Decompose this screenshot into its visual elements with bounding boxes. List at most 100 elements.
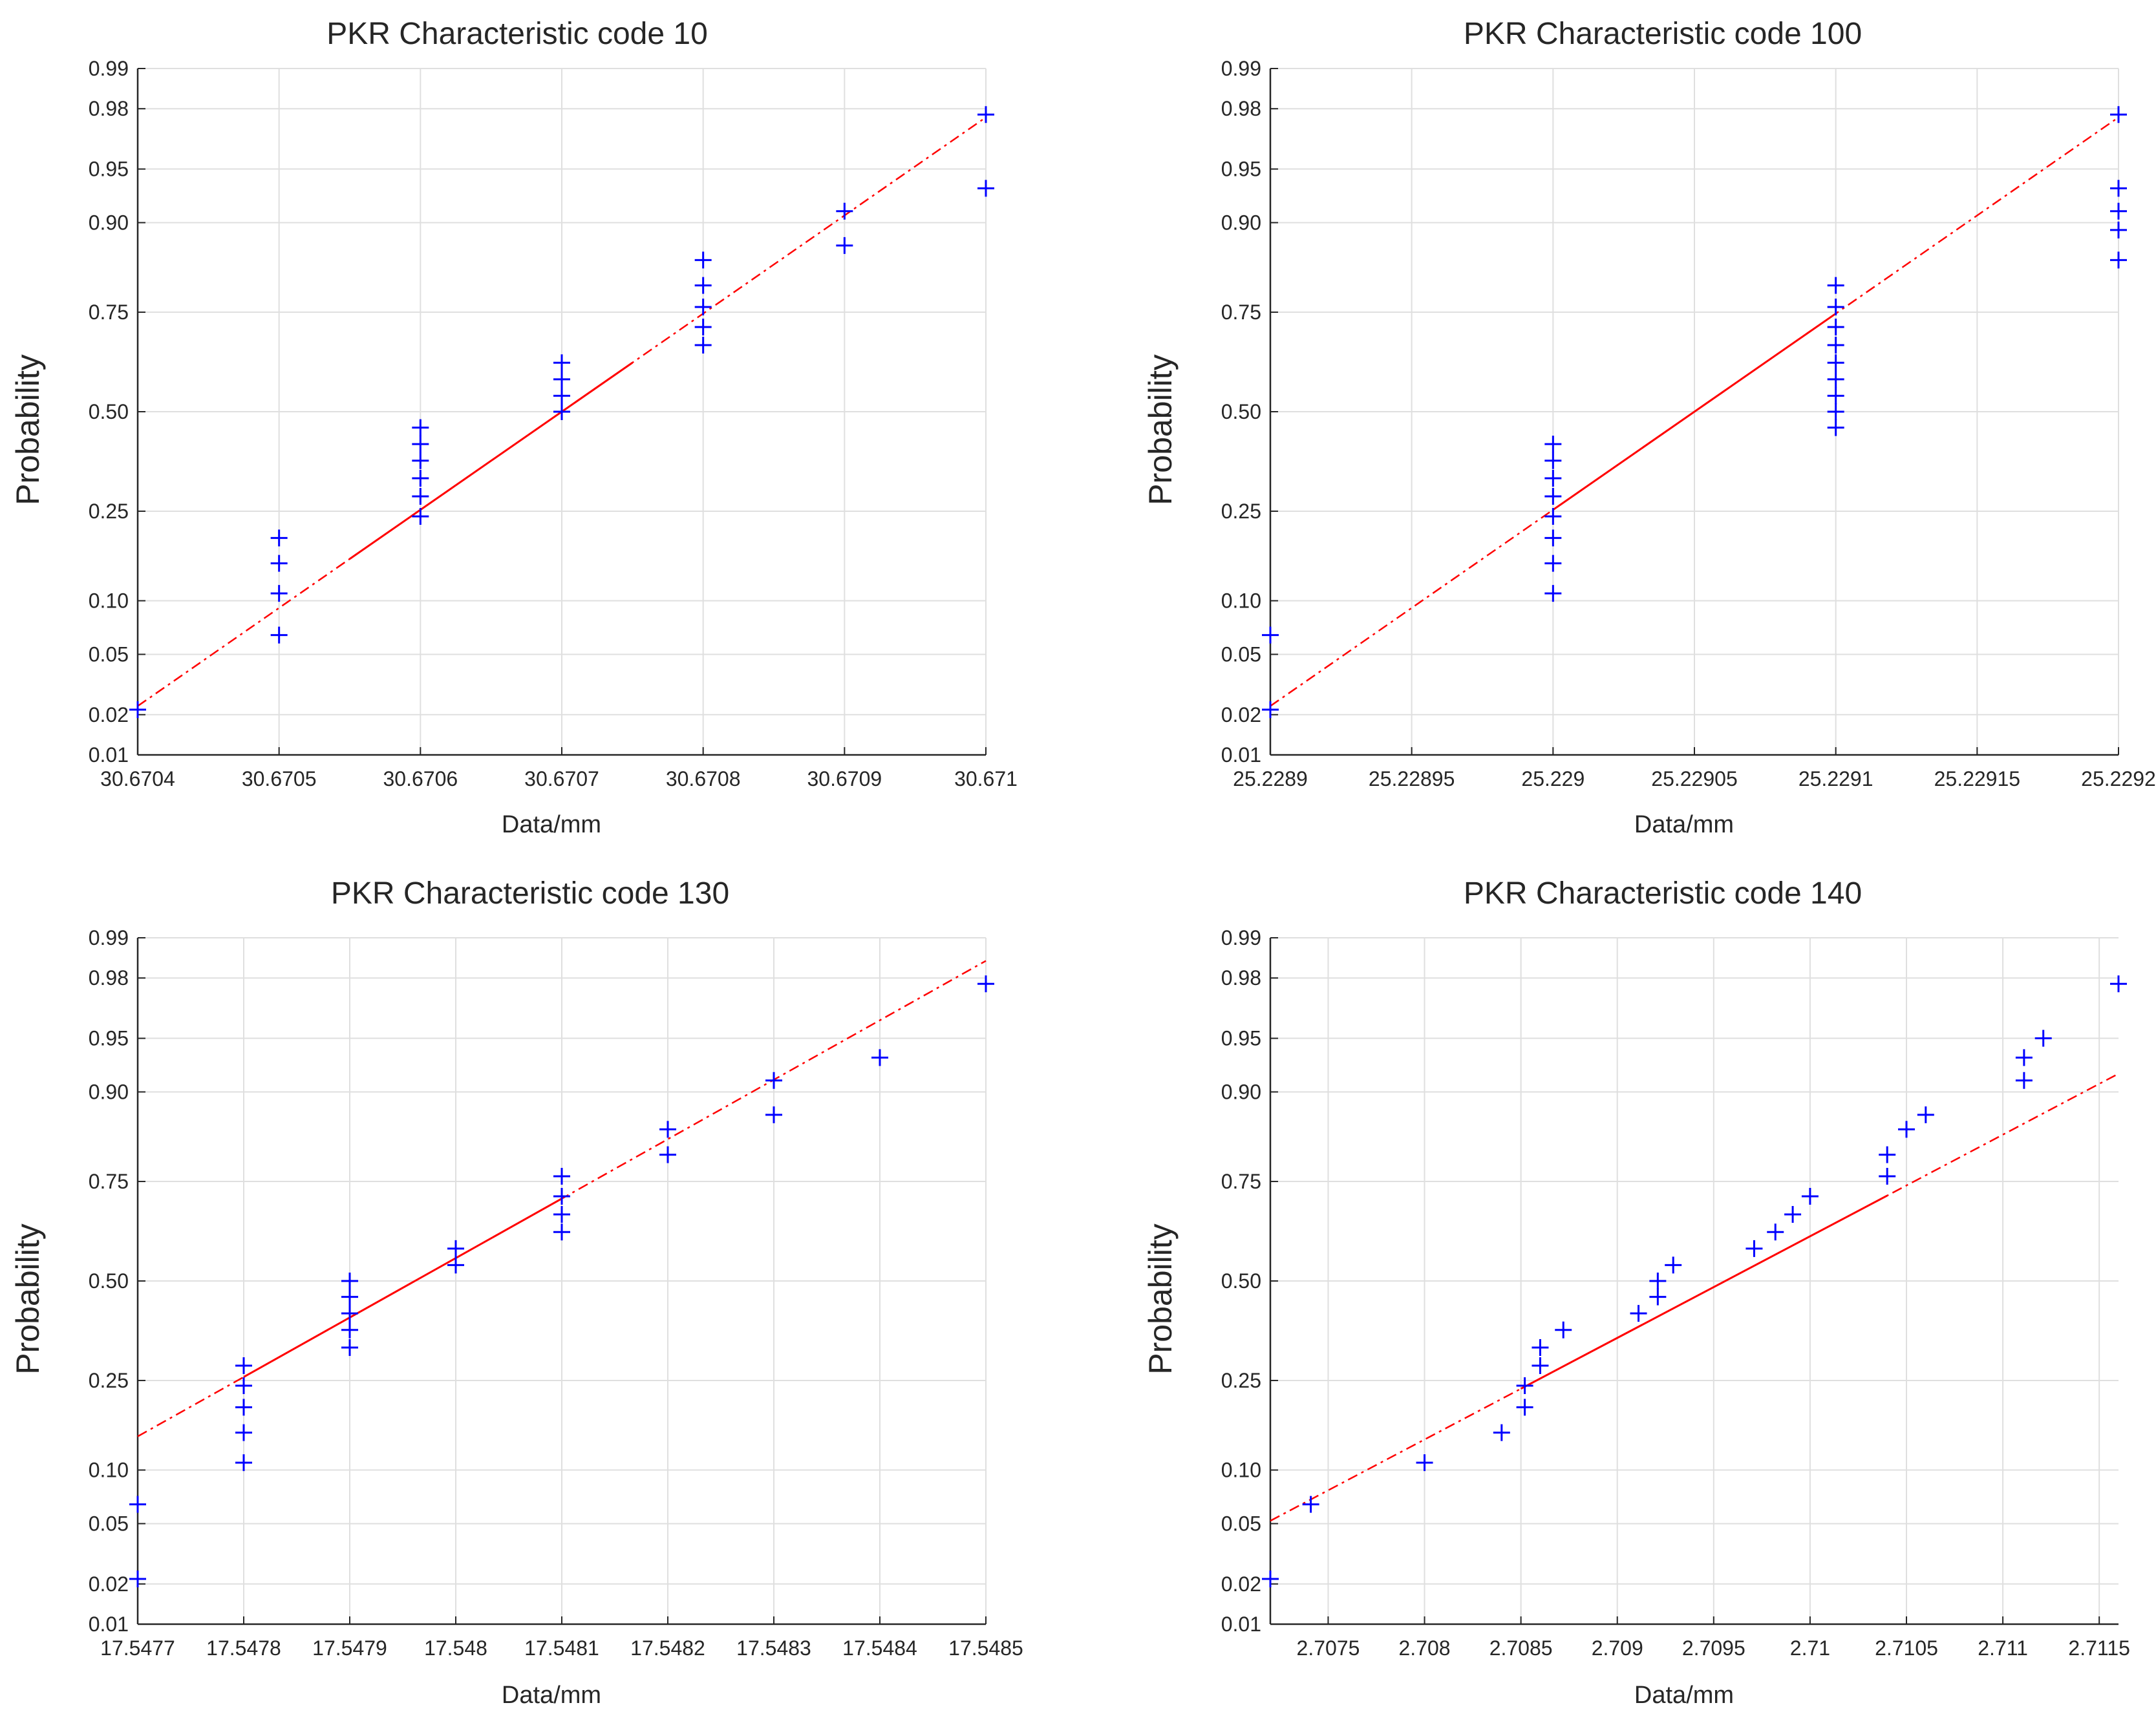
data-point	[694, 299, 712, 316]
y-axis-label: Probability	[1142, 1223, 1179, 1374]
x-tick-label: 25.2289	[1233, 767, 1308, 790]
chart-title: PKR Characteristic code 140	[1464, 876, 1862, 911]
data-point	[2034, 1030, 2052, 1047]
x-axis-label: Data/mm	[1634, 811, 1734, 838]
data-point	[553, 370, 570, 388]
x-tick-label: 30.6705	[242, 767, 317, 790]
data-point	[341, 1305, 358, 1322]
data-point	[1879, 1168, 1896, 1185]
data-point	[1649, 1288, 1667, 1306]
data-point	[1630, 1305, 1647, 1322]
y-axis-label: Probability	[1142, 354, 1179, 505]
reference-line-solid	[243, 1198, 562, 1378]
data-point	[871, 1049, 888, 1066]
data-point	[1544, 488, 1562, 505]
data-point	[341, 1338, 358, 1356]
x-tick-label: 2.7085	[1489, 1636, 1553, 1660]
x-tick-label: 2.71	[1790, 1636, 1830, 1660]
reference-line-dashdot	[1270, 1073, 2119, 1522]
x-tick-label: 17.5478	[206, 1636, 281, 1660]
x-tick-label: 2.7115	[2068, 1636, 2130, 1660]
data-point	[836, 237, 853, 254]
data-point	[1827, 419, 1844, 436]
data-point	[341, 1321, 358, 1338]
data-point	[694, 251, 712, 269]
y-tick-label: 0.95	[1221, 158, 1261, 181]
data-point	[836, 202, 853, 220]
y-tick-label: 0.99	[89, 926, 129, 949]
y-tick-label: 0.10	[1221, 589, 1261, 613]
data-point	[412, 507, 429, 525]
y-tick-label: 0.05	[1221, 1512, 1261, 1535]
data-point	[659, 1146, 676, 1163]
x-tick-label: 25.229	[1521, 767, 1585, 790]
data-point	[553, 1187, 570, 1205]
data-point	[694, 337, 712, 354]
data-point	[235, 1424, 252, 1441]
y-tick-label: 0.75	[89, 1170, 129, 1193]
x-tick-label: 2.7105	[1875, 1636, 1938, 1660]
x-tick-label: 17.5484	[842, 1636, 917, 1660]
y-tick-label: 0.50	[1221, 400, 1261, 423]
data-point	[1898, 1121, 1915, 1138]
data-point	[412, 469, 429, 487]
y-tick-label: 0.01	[89, 743, 129, 767]
data-point	[412, 419, 429, 436]
x-tick-label: 25.22915	[1934, 767, 2020, 790]
plot-panel-code-140: 2.7075 2.708 2.7085 2.709 2.7095 2.71 2.7105 2.…	[1142, 876, 2130, 1709]
x-tick-label: 17.5482	[630, 1636, 705, 1660]
y-tick-label: 0.05	[1221, 642, 1261, 666]
data-point	[977, 180, 994, 197]
data-point	[553, 387, 570, 405]
y-tick-label: 0.90	[89, 1080, 129, 1103]
data-point	[129, 701, 146, 719]
reference-line-solid	[1520, 1194, 1888, 1390]
x-axis-label: Data/mm	[1634, 1682, 1734, 1709]
y-axis-label: Probability	[10, 1223, 46, 1374]
data-point	[447, 1256, 464, 1274]
data-point	[977, 106, 994, 123]
data-point	[1827, 370, 1844, 388]
data-point	[341, 1288, 358, 1306]
data-point	[1827, 318, 1844, 335]
data-point	[1262, 626, 1279, 644]
data-point	[1516, 1377, 1533, 1394]
data-point	[1827, 354, 1844, 372]
data-point	[1745, 1240, 1763, 1257]
x-tick-label: 25.22895	[1369, 767, 1455, 790]
data-point	[270, 585, 288, 602]
y-tick-label: 0.98	[1221, 97, 1261, 120]
y-tick-label: 0.25	[89, 500, 129, 523]
data-point	[1827, 403, 1844, 420]
data-point	[1801, 1187, 1819, 1205]
data-point	[1544, 452, 1562, 469]
y-tick-label: 0.02	[1221, 703, 1261, 726]
data-point	[694, 318, 712, 335]
data-point	[553, 1223, 570, 1241]
x-tick-label: 30.6707	[524, 767, 599, 790]
y-tick-label: 0.75	[1221, 1170, 1261, 1193]
data-point	[447, 1240, 464, 1257]
y-tick-label: 0.98	[89, 97, 129, 120]
y-tick-label: 0.98	[89, 966, 129, 989]
y-tick-label: 0.02	[89, 703, 129, 726]
y-tick-label: 0.90	[1221, 1080, 1261, 1103]
data-point	[1544, 529, 1562, 547]
data-point	[1302, 1496, 1319, 1513]
x-tick-label: 2.7075	[1297, 1636, 1360, 1660]
data-point	[270, 529, 288, 547]
y-tick-label: 0.99	[89, 57, 129, 80]
y-tick-label: 0.75	[1221, 301, 1261, 324]
y-tick-label: 0.50	[89, 400, 129, 423]
chart-title: PKR Characteristic code 10	[326, 17, 708, 51]
data-point	[235, 1377, 252, 1394]
y-tick-label: 0.02	[1221, 1572, 1261, 1596]
data-point	[1767, 1223, 1784, 1241]
x-tick-label: 17.5479	[312, 1636, 387, 1660]
data-point	[765, 1072, 782, 1089]
data-point	[1544, 585, 1562, 602]
x-tick-label: 17.5485	[948, 1636, 1023, 1660]
x-tick-label: 17.5481	[524, 1636, 599, 1660]
data-point	[1879, 1146, 1896, 1163]
data-point	[659, 1121, 676, 1138]
